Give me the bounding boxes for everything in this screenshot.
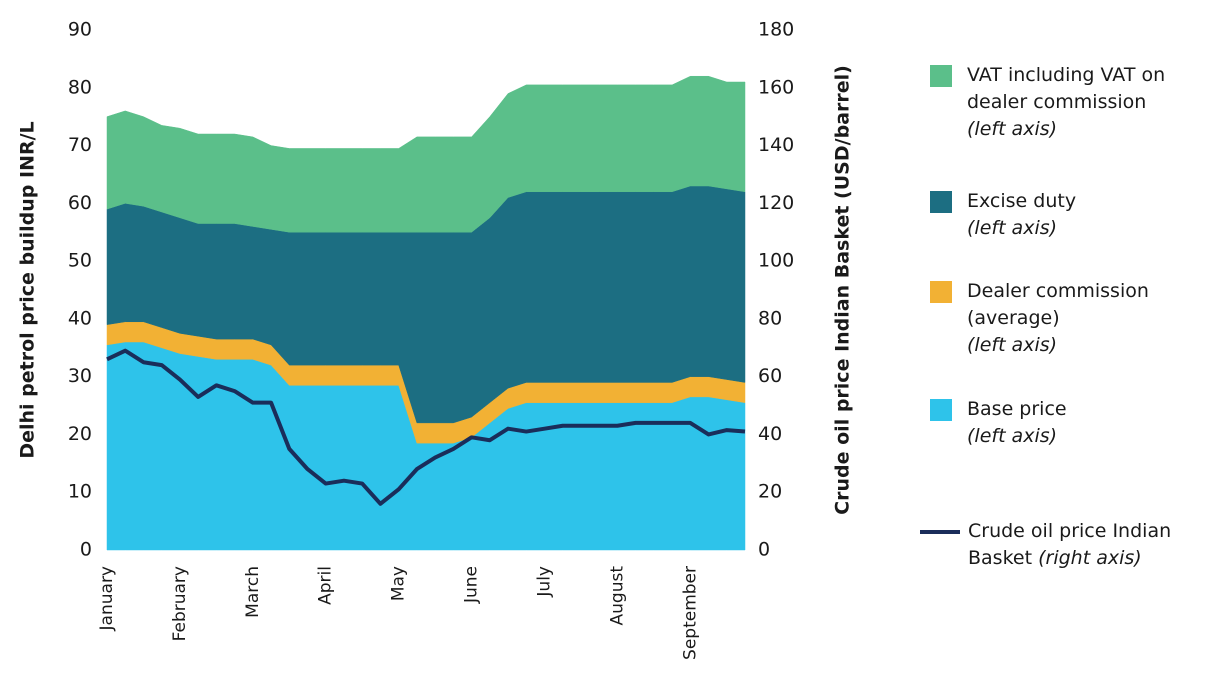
y-tick-label: 40 (68, 307, 92, 329)
legend-note: (left axis) (967, 425, 1058, 447)
y-tick-label: 80 (68, 76, 92, 98)
legend-swatch (920, 530, 960, 534)
x-tick-label: August (607, 566, 627, 626)
y2-tick-label: 60 (758, 365, 782, 387)
y2-axis-label: Crude oil price Indian Basket (USD/barre… (832, 65, 854, 515)
y-axis-label: Delhi petrol price buildup INR/L (17, 121, 39, 458)
legend-text: Base price (left axis) (967, 396, 1215, 450)
y2-tick-label: 0 (758, 539, 770, 561)
legend-label: Base price (967, 398, 1067, 420)
legend-note: (right axis) (1038, 547, 1142, 569)
y2-tick-label: 140 (758, 134, 794, 156)
y-tick-label: 0 (80, 539, 92, 561)
y2-tick-label: 180 (758, 19, 794, 41)
legend-swatch (930, 399, 952, 421)
x-tick-label: April (316, 566, 336, 605)
y2-tick-label: 120 (758, 192, 794, 214)
legend-note: (left axis) (967, 118, 1058, 140)
legend-item: Dealer commission (average) (left axis) (930, 278, 1215, 359)
y2-tick-label: 160 (758, 76, 794, 98)
legend-text: Crude oil price Indian Basket (right axi… (968, 518, 1215, 572)
y-tick-label: 10 (68, 481, 92, 503)
x-tick-label: July (534, 566, 554, 598)
area (106, 75, 746, 233)
y-tick-label: 70 (68, 134, 92, 156)
y2-tick-label: 100 (758, 250, 794, 272)
legend-label: Dealer commission (average) (967, 280, 1149, 329)
legend-note: (left axis) (967, 334, 1058, 356)
y-tick-label: 50 (68, 250, 92, 272)
y-tick-label: 90 (68, 19, 92, 41)
y2-tick-label: 40 (758, 423, 782, 445)
y-tick-label: 60 (68, 192, 92, 214)
x-tick-label: March (243, 566, 263, 618)
legend-label: Excise duty (967, 190, 1077, 212)
x-tick-label: September (680, 566, 700, 660)
legend-text: Excise duty (left axis) (967, 188, 1215, 242)
legend-note: (left axis) (967, 217, 1058, 239)
y2-tick-label: 80 (758, 307, 782, 329)
x-tick-label: February (170, 566, 190, 641)
legend-item: Crude oil price Indian Basket (right axi… (920, 518, 1215, 572)
line (106, 348, 746, 506)
y2-tick-label: 20 (758, 481, 782, 503)
x-tick-label: May (389, 566, 409, 601)
y-tick-label: 30 (68, 365, 92, 387)
legend-text: Dealer commission (average) (left axis) (967, 278, 1215, 359)
legend-text: VAT including VAT on dealer commission (l… (967, 62, 1215, 143)
y-tick-label: 20 (68, 423, 92, 445)
legend-swatch (930, 65, 952, 87)
x-tick-label: June (462, 566, 482, 604)
x-tick-label: January (97, 566, 117, 631)
legend-item: VAT including VAT on dealer commission (l… (930, 62, 1215, 143)
legend-label: Crude oil price Indian Basket (968, 520, 1172, 569)
legend-label: VAT including VAT on dealer commission (967, 64, 1166, 113)
legend-swatch (930, 281, 952, 303)
legend-item: Base price (left axis) (930, 396, 1215, 450)
legend-item: Excise duty (left axis) (930, 188, 1215, 242)
legend-swatch (930, 191, 952, 213)
